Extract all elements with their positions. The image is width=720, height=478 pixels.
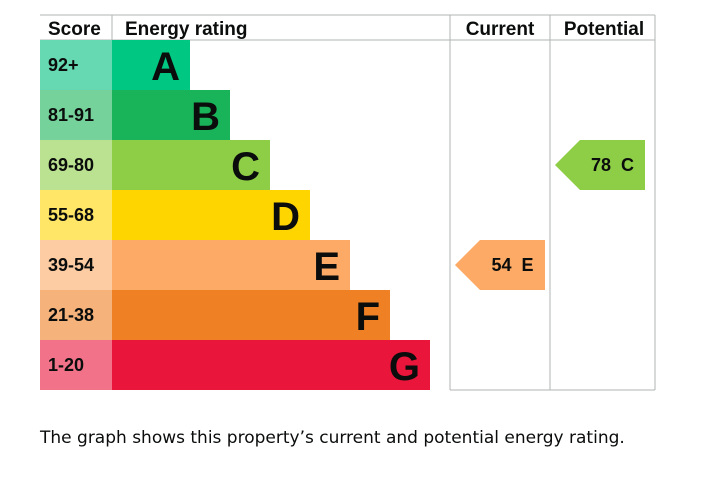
band-bar-g xyxy=(112,340,430,390)
band-bar-a xyxy=(112,40,190,90)
current-rating-label: 54 E xyxy=(491,255,533,275)
score-cell-c xyxy=(40,140,112,190)
score-label-b: 81-91 xyxy=(48,105,94,125)
score-cell-f xyxy=(40,290,112,340)
score-cell-g xyxy=(40,340,112,390)
band-bar-d xyxy=(112,190,310,240)
band-letter-a: A xyxy=(151,45,180,89)
score-label-g: 1-20 xyxy=(48,355,84,375)
band-letter-c: C xyxy=(231,145,260,189)
score-label-a: 92+ xyxy=(48,55,79,75)
current-rating-arrow xyxy=(455,240,545,290)
energy-rating-chart: Score Energy rating Current Potential 92… xyxy=(40,14,656,391)
band-letter-e: E xyxy=(313,245,340,289)
potential-rating-label: 78 C xyxy=(591,155,634,175)
rating-markers: 54 E 78 C xyxy=(455,140,645,290)
potential-header: Potential xyxy=(564,19,644,40)
band-letter-d: D xyxy=(271,195,300,239)
band-letter-g: G xyxy=(389,345,420,389)
score-label-d: 55-68 xyxy=(48,205,94,225)
score-cell-d xyxy=(40,190,112,240)
score-label-e: 39-54 xyxy=(48,255,94,275)
potential-rating-arrow xyxy=(555,140,645,190)
score-label-c: 69-80 xyxy=(48,155,94,175)
score-label-f: 21-38 xyxy=(48,305,94,325)
band-bar-f xyxy=(112,290,390,340)
score-cell-b xyxy=(40,90,112,140)
band-bar-c xyxy=(112,140,270,190)
current-header: Current xyxy=(466,19,535,40)
score-cell-e xyxy=(40,240,112,290)
rating-bands: 92+ A 81-91 B 69-80 C 55-68 D 39-54 E 21-38 F 1-20 G xyxy=(40,40,430,390)
chart-caption: The graph shows this property’s current … xyxy=(40,428,625,448)
band-letter-b: B xyxy=(191,95,220,139)
energy-rating-header: Energy rating xyxy=(125,19,247,40)
score-header: Score xyxy=(48,19,101,40)
band-letter-f: F xyxy=(356,295,380,339)
band-bar-b xyxy=(112,90,230,140)
score-cell-a xyxy=(40,40,112,90)
band-bar-e xyxy=(112,240,350,290)
